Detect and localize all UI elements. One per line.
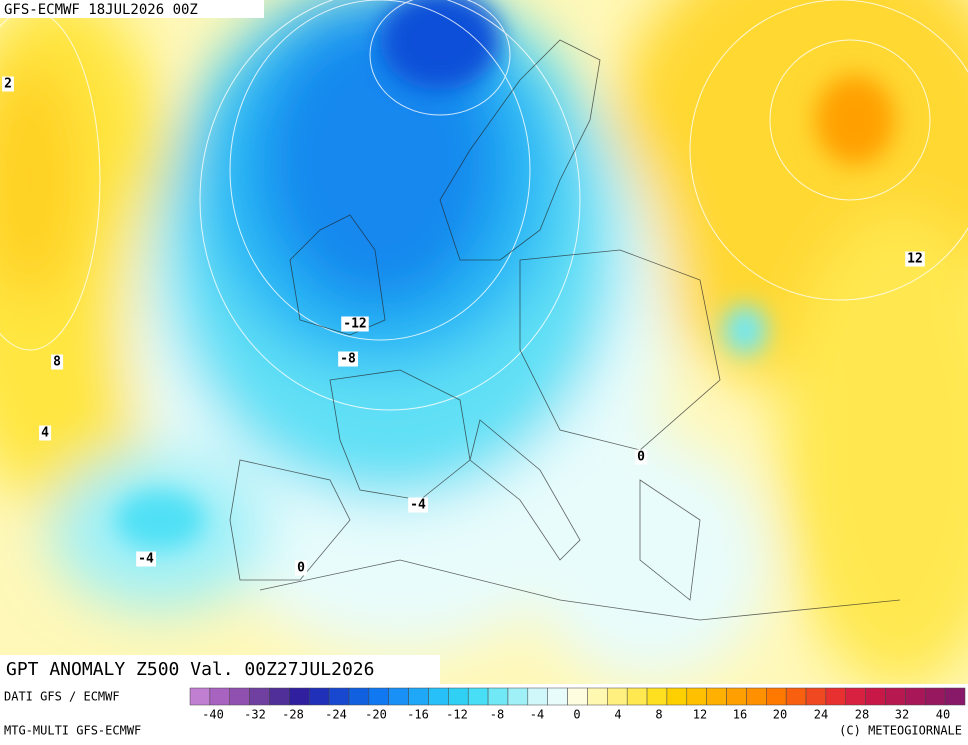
legend-label: -28 bbox=[282, 708, 304, 722]
legend-swatch bbox=[607, 687, 628, 706]
contour-label-bg bbox=[51, 354, 64, 370]
legend-swatch bbox=[209, 687, 230, 706]
contour-label-bg bbox=[39, 425, 52, 441]
legend-swatch bbox=[646, 687, 668, 706]
legend-swatch bbox=[825, 687, 847, 706]
source-label: DATI GFS / ECMWF bbox=[4, 690, 120, 704]
legend-swatch bbox=[587, 687, 608, 706]
contour-label: 12 bbox=[907, 252, 923, 267]
legend-label: -40 bbox=[202, 708, 224, 722]
title: GFS-ECMWF 18JUL2026 00Z bbox=[4, 2, 198, 18]
legend-swatch bbox=[944, 687, 966, 706]
contour-label: 0 bbox=[297, 561, 305, 576]
legend-label: 12 bbox=[693, 708, 707, 722]
product-box bbox=[0, 655, 440, 684]
legend-swatch bbox=[905, 687, 926, 706]
legend-swatch bbox=[487, 687, 509, 706]
legend-label: -4 bbox=[530, 708, 544, 722]
legend-swatch bbox=[925, 687, 946, 706]
legend-swatch bbox=[348, 687, 370, 706]
legend-label: 8 bbox=[655, 708, 662, 722]
contour-labels: 2 8 4 -4 0 -12 -8 -4 0 12 bbox=[2, 76, 925, 576]
contour-label: 8 bbox=[53, 355, 61, 370]
legend-swatch bbox=[328, 687, 350, 706]
legend-swatch bbox=[229, 687, 250, 706]
contour-label: 0 bbox=[637, 450, 645, 465]
legend-swatch bbox=[368, 687, 389, 706]
legend-swatch bbox=[269, 687, 290, 706]
legend-label: 24 bbox=[814, 708, 828, 722]
contour-label-bg bbox=[341, 316, 369, 332]
legend-label: -32 bbox=[244, 708, 266, 722]
legend-swatch bbox=[686, 687, 707, 706]
legend-swatch bbox=[527, 687, 548, 706]
contour-label: -4 bbox=[410, 498, 426, 513]
legend-swatch bbox=[626, 687, 648, 706]
contour-label-bg bbox=[408, 497, 428, 513]
legend-label: -8 bbox=[490, 708, 504, 722]
legend-label: 20 bbox=[773, 708, 787, 722]
contour-label-bg bbox=[635, 449, 648, 465]
legend-swatch bbox=[567, 687, 588, 706]
legend-swatch bbox=[289, 687, 310, 706]
legend-label: -16 bbox=[407, 708, 429, 722]
legend-swatch bbox=[706, 687, 727, 706]
credit-label: (C) METEOGIORNALE bbox=[839, 724, 962, 738]
legend-swatch bbox=[388, 687, 409, 706]
legend-label: -24 bbox=[325, 708, 347, 722]
legend-swatch bbox=[507, 687, 529, 706]
legend-swatch bbox=[885, 687, 906, 706]
legend-swatch bbox=[785, 687, 807, 706]
legend-label: -12 bbox=[446, 708, 468, 722]
legend-label: 40 bbox=[936, 708, 950, 722]
legend-swatch bbox=[189, 687, 211, 706]
map-field bbox=[0, 0, 968, 690]
legend-swatch bbox=[865, 687, 886, 706]
contour-label-bg bbox=[2, 76, 14, 92]
contour-label-bg bbox=[136, 551, 156, 567]
contour-label: -4 bbox=[138, 552, 154, 567]
contour-label: -12 bbox=[343, 317, 366, 332]
contour-label-bg bbox=[338, 351, 358, 367]
contour-label: 2 bbox=[4, 77, 12, 92]
legend-label: 0 bbox=[573, 708, 580, 722]
legend-swatch bbox=[467, 687, 489, 706]
legend-swatch bbox=[746, 687, 767, 706]
model-label: MTG-MULTI GFS-ECMWF bbox=[4, 724, 141, 738]
legend-swatch bbox=[308, 687, 330, 706]
legend-swatch bbox=[805, 687, 827, 706]
legend-swatch bbox=[666, 687, 688, 706]
legend-label: 16 bbox=[733, 708, 747, 722]
title-box bbox=[0, 0, 264, 18]
legend-label: 32 bbox=[895, 708, 909, 722]
contour-label-bg bbox=[295, 560, 308, 576]
legend-label: 4 bbox=[614, 708, 621, 722]
legend-label: 28 bbox=[855, 708, 869, 722]
contour-label-bg bbox=[905, 251, 925, 267]
legend-swatch bbox=[249, 687, 270, 706]
legend-swatch bbox=[845, 687, 866, 706]
legend-swatch bbox=[547, 687, 568, 706]
legend: -40 -32 -28 -24 -20 -16 -12 -8 -4 0 4 8 12 16 20 24 28 32… bbox=[189, 687, 966, 722]
contour-label: -8 bbox=[340, 352, 356, 367]
legend-swatch bbox=[408, 687, 429, 706]
legend-swatch bbox=[448, 687, 469, 706]
legend-swatch bbox=[428, 687, 449, 706]
contour-label: 4 bbox=[41, 426, 49, 441]
legend-swatch bbox=[726, 687, 747, 706]
legend-label: -20 bbox=[365, 708, 387, 722]
legend-swatch bbox=[766, 687, 787, 706]
product-label: GPT ANOMALY Z500 Val. 00Z27JUL2026 bbox=[6, 659, 374, 680]
